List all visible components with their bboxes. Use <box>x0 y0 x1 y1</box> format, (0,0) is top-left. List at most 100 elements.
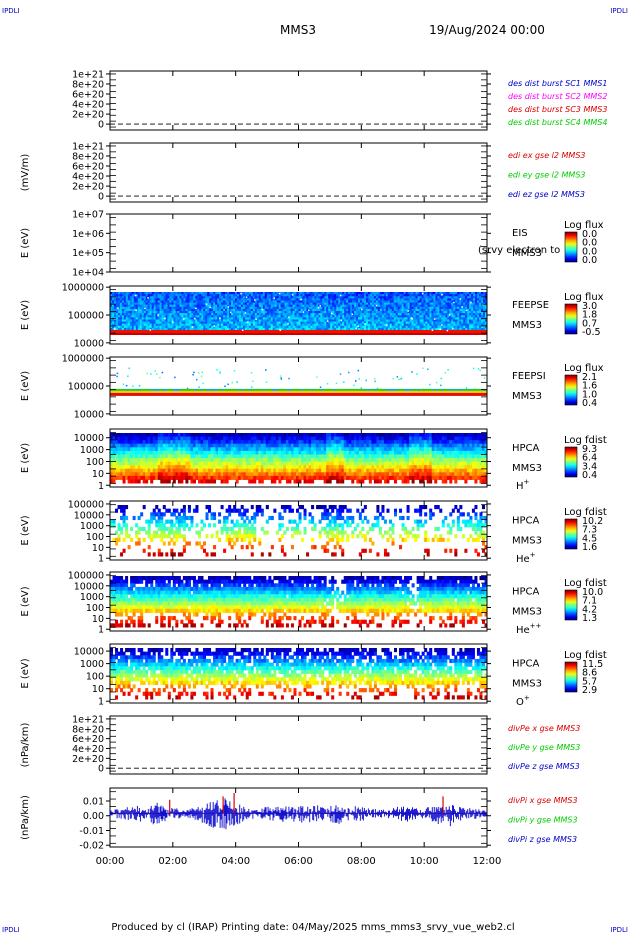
heatmap-cell <box>225 433 229 438</box>
heatmap-cell <box>252 292 256 295</box>
heatmap-cell <box>191 390 194 393</box>
heatmap-cell <box>483 319 486 323</box>
heatmap-cell <box>201 311 204 314</box>
heatmap-cell <box>248 302 252 306</box>
heatmap-cell <box>298 321 301 325</box>
heatmap-cell <box>180 465 184 470</box>
heatmap-cell <box>415 298 419 301</box>
heatmap-cell <box>451 321 454 325</box>
heatmap-cell <box>139 315 143 318</box>
heatmap-cell <box>142 461 146 466</box>
heatmap-cell <box>268 294 272 297</box>
heatmap-cell <box>228 458 232 463</box>
heatmap-cell <box>320 315 323 318</box>
heatmap-cell <box>322 306 325 310</box>
heatmap-cell <box>193 304 196 308</box>
heatmap-cell <box>391 308 395 312</box>
corner-tag: IPDLI <box>2 926 20 934</box>
heatmap-cell <box>187 319 190 323</box>
heatmap-cell <box>413 390 416 393</box>
heatmap-cell <box>205 317 208 320</box>
heatmap-cell <box>479 321 482 325</box>
heatmap-cell <box>316 306 319 310</box>
heatmap-cell <box>358 319 361 323</box>
heatmap-cell <box>225 454 229 459</box>
heatmap-cell <box>330 319 333 323</box>
heatmap-cell <box>215 296 218 299</box>
heatmap-cell <box>459 302 462 306</box>
heatmap-cell <box>209 298 212 301</box>
heatmap-cell <box>221 325 224 329</box>
heatmap-cell <box>149 296 153 299</box>
heatmap-cell <box>266 311 270 314</box>
heatmap-cell <box>165 304 169 308</box>
heatmap-cell <box>463 323 466 327</box>
heatmap-cell <box>131 306 135 310</box>
heatmap-cell <box>324 315 327 318</box>
heatmap-cell <box>149 300 153 304</box>
heatmap-cell <box>140 447 144 452</box>
heatmap-cell <box>213 294 216 297</box>
heatmap-cell <box>437 317 440 320</box>
heatmap-cell <box>115 294 119 297</box>
heatmap-cell <box>110 308 113 312</box>
heatmap-cell <box>272 319 276 323</box>
heatmap-cell <box>361 300 365 304</box>
heatmap-speck <box>245 296 248 298</box>
heatmap-cell <box>264 304 268 308</box>
heatmap-cell <box>189 319 192 323</box>
heatmap-cell <box>296 294 299 297</box>
heatmap-cell <box>243 447 247 452</box>
heatmap-cell <box>145 468 149 473</box>
heatmap-cell <box>161 300 165 304</box>
heatmap-cell <box>185 300 188 304</box>
heatmap-cell <box>419 294 423 297</box>
heatmap-cell <box>385 390 388 393</box>
heatmap-cell <box>453 325 456 329</box>
heatmap-cell <box>316 302 319 306</box>
heatmap-cell <box>175 292 178 295</box>
heatmap-cell <box>191 294 194 297</box>
heatmap-speck <box>365 379 368 382</box>
heatmap-cell <box>183 300 186 304</box>
heatmap-cell <box>153 388 156 391</box>
heatmap-cell <box>210 440 214 445</box>
heatmap-cell <box>353 390 356 393</box>
heatmap-cell <box>461 294 464 297</box>
heatmap-cell <box>437 292 440 295</box>
heatmap-cell <box>139 325 143 329</box>
heatmap-cell <box>113 294 117 297</box>
heatmap-cell <box>192 447 196 452</box>
heatmap-cell <box>294 317 298 320</box>
heatmap-cell <box>290 315 294 318</box>
heatmap-cell <box>375 390 379 393</box>
heatmap-cell <box>236 300 240 304</box>
heatmap-cell <box>215 321 218 325</box>
heatmap-cell <box>203 323 206 327</box>
heatmap-cell <box>235 440 239 445</box>
heatmap-cell <box>141 323 145 327</box>
heatmap-cell <box>151 323 155 327</box>
heatmap-cell <box>393 306 397 310</box>
heatmap-cell <box>435 311 438 314</box>
heatmap-cell <box>142 433 146 438</box>
heatmap-cell <box>326 306 329 310</box>
heatmap-cell <box>167 302 171 306</box>
heatmap-cell <box>292 390 296 393</box>
heatmap-cell <box>152 461 156 466</box>
heatmap-cell <box>392 390 396 393</box>
colorbar-tick-label: 2.1 <box>582 372 597 383</box>
heatmap-cell <box>338 306 341 310</box>
heatmap-cell <box>135 294 139 297</box>
heatmap-cell <box>190 468 194 473</box>
heatmap-cell <box>179 323 182 327</box>
heatmap-cell <box>172 450 176 455</box>
heatmap-cell <box>225 458 229 463</box>
heatmap-cell <box>369 313 373 316</box>
heatmap-cell <box>254 327 258 331</box>
heatmap-cell <box>182 461 186 466</box>
heatmap-cell <box>161 292 165 295</box>
heatmap-cell <box>167 454 171 459</box>
heatmap-cell <box>242 298 246 301</box>
heatmap-cell <box>225 325 228 329</box>
